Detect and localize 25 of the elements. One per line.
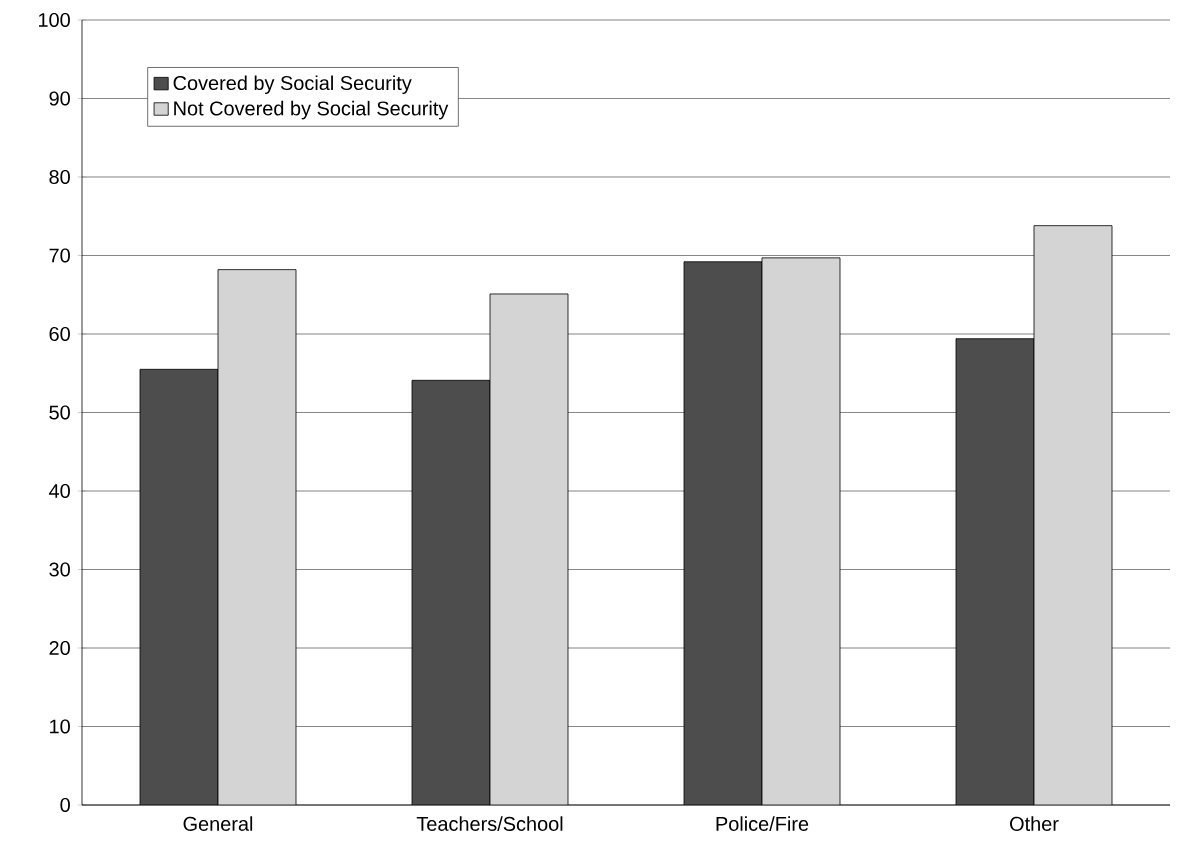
y-tick-label: 20 — [49, 640, 70, 656]
y-tick-label: 90 — [49, 91, 70, 106]
y-tick-label: 30 — [49, 562, 70, 577]
bar — [684, 261, 763, 805]
x-tick-label: Other — [1010, 816, 1059, 831]
y-tick-label: 40 — [49, 483, 70, 499]
bar — [490, 293, 569, 805]
y-tick-label: 80 — [49, 169, 70, 185]
y-tick-label: 100 — [38, 12, 70, 28]
bar — [955, 338, 1035, 805]
y-tick-label: 70 — [49, 248, 70, 263]
y-tick-label: 0 — [60, 797, 70, 813]
bar — [218, 269, 296, 805]
y-tick-label: 10 — [50, 719, 70, 734]
x-tick-label: General — [183, 816, 253, 831]
y-tick-label: 50 — [49, 405, 70, 420]
bar — [762, 257, 841, 805]
bar — [1033, 225, 1113, 805]
x-tick-label: Police/Fire — [716, 816, 809, 831]
x-tick-label: Teachers/School — [416, 816, 563, 831]
legend-label: Covered by Social Security — [173, 75, 412, 95]
y-tick-label: 60 — [49, 326, 70, 342]
legend-label: Not Covered by Social Security — [174, 100, 449, 120]
bar — [412, 380, 491, 805]
bar — [140, 369, 218, 805]
